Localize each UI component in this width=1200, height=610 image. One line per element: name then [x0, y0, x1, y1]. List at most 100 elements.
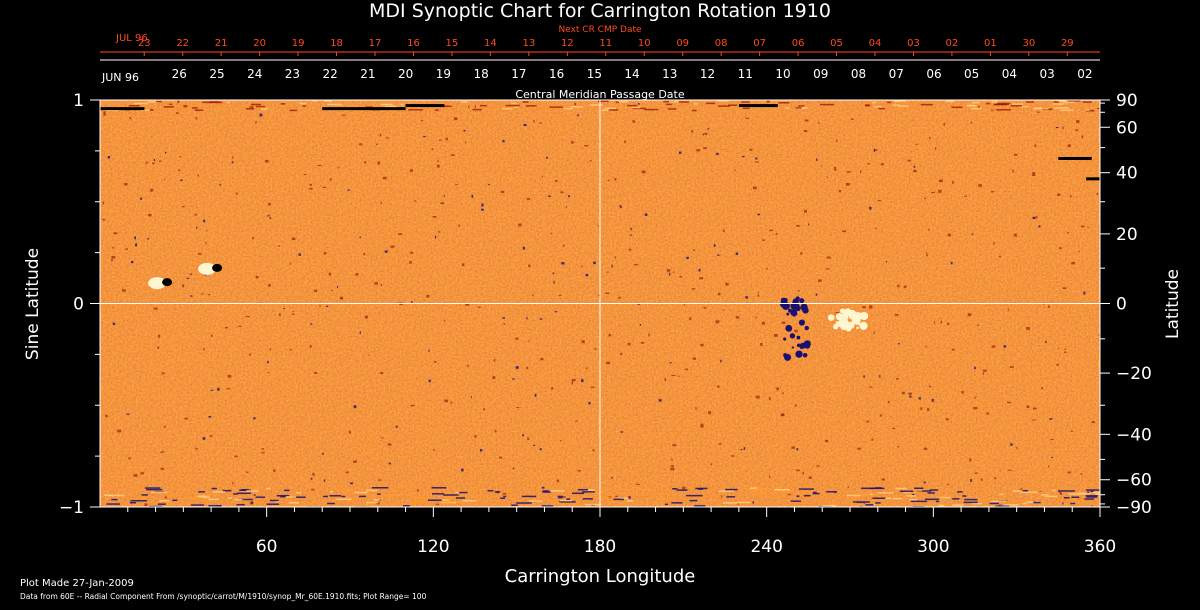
map-speckle — [818, 279, 822, 282]
map-speckle — [618, 123, 622, 126]
map-speckle — [463, 320, 467, 324]
map-speckle — [873, 331, 875, 334]
map-speckle — [445, 459, 448, 463]
map-speckle — [833, 168, 837, 171]
map-speckle — [753, 418, 758, 421]
map-negative-speckle — [331, 289, 333, 291]
map-speckle — [1057, 347, 1059, 350]
map-negative-speckle — [435, 235, 437, 239]
map-negative-speckle — [757, 213, 760, 216]
map-speckle — [800, 333, 803, 337]
map-speckle — [538, 140, 543, 144]
map-speckle — [635, 321, 640, 323]
map-speckle — [632, 122, 636, 124]
map-speckle — [1023, 362, 1027, 366]
map-speckle — [717, 292, 721, 296]
north-polar-streak — [996, 109, 1012, 111]
map-speckle — [370, 497, 372, 500]
map-speckle — [449, 171, 452, 174]
map-speckle — [574, 102, 576, 106]
map-negative-speckle — [388, 462, 391, 465]
map-speckle — [794, 162, 797, 164]
south-polar-streak — [293, 496, 306, 498]
south-polar-streak — [909, 499, 918, 501]
map-speckle — [539, 285, 543, 289]
north-polar-streak — [617, 101, 629, 103]
map-speckle — [461, 263, 465, 267]
map-speckle — [869, 305, 873, 309]
map-speckle — [316, 257, 321, 261]
map-speckle — [145, 161, 148, 164]
map-speckle — [916, 374, 919, 378]
map-speckle — [725, 282, 729, 286]
north-polar-streak — [400, 103, 404, 106]
y-right-tick-label: −40 — [1116, 425, 1152, 445]
map-speckle — [1006, 401, 1011, 404]
map-speckle — [815, 154, 817, 156]
map-speckle — [164, 339, 168, 343]
map-speckle — [405, 228, 409, 232]
y-left-tick-label: −1 — [59, 498, 84, 518]
map-speckle — [1076, 362, 1080, 365]
south-polar-streak — [757, 487, 771, 490]
south-polar-streak — [619, 488, 628, 491]
south-polar-streak — [796, 495, 800, 497]
map-speckle — [1034, 144, 1037, 147]
south-polar-streak — [917, 490, 932, 492]
map-speckle — [376, 415, 379, 417]
map-negative-speckle — [463, 130, 466, 132]
map-speckle — [197, 253, 202, 255]
map-speckle — [1080, 225, 1085, 228]
map-speckle — [169, 358, 173, 361]
map-speckle — [571, 140, 574, 144]
south-polar-streak — [206, 492, 212, 494]
map-speckle — [265, 160, 269, 163]
map-negative-speckle — [147, 237, 149, 240]
south-polar-streak — [801, 502, 811, 505]
map-speckle — [687, 415, 692, 417]
map-speckle — [503, 159, 505, 162]
map-speckle — [731, 449, 734, 453]
next-cr-date-label: 30 — [1022, 38, 1035, 49]
map-speckle — [676, 316, 678, 320]
map-speckle — [453, 117, 458, 121]
map-features — [100, 100, 1100, 507]
map-speckle — [257, 167, 260, 170]
map-speckle — [210, 428, 212, 430]
map-negative-speckle — [740, 448, 743, 451]
map-speckle — [804, 119, 809, 122]
map-speckle — [314, 289, 318, 293]
map-speckle — [528, 255, 532, 257]
south-polar-streak — [1070, 502, 1076, 505]
map-speckle — [383, 409, 388, 411]
map-speckle — [487, 197, 489, 199]
map-speckle — [465, 141, 467, 144]
map-speckle — [934, 147, 937, 150]
south-polar-streak — [144, 487, 161, 489]
map-speckle — [934, 313, 937, 317]
map-speckle — [386, 137, 389, 139]
map-speckle — [314, 118, 319, 120]
south-polar-streak — [1052, 489, 1056, 492]
map-speckle — [991, 107, 994, 111]
north-polar-streak — [798, 105, 805, 107]
map-speckle — [820, 165, 823, 167]
south-polar-streak — [233, 493, 238, 495]
map-speckle — [559, 449, 563, 452]
south-polar-streak — [695, 487, 708, 490]
cmp-date-label: 11 — [738, 67, 753, 81]
map-speckle — [736, 304, 741, 306]
map-speckle — [880, 163, 884, 166]
south-polar-streak — [151, 491, 168, 494]
map-speckle — [417, 489, 419, 492]
map-speckle — [410, 404, 415, 407]
south-polar-streak — [462, 500, 477, 502]
map-speckle — [1032, 419, 1036, 421]
map-speckle — [894, 313, 899, 316]
map-speckle — [826, 256, 831, 259]
map-speckle — [1066, 488, 1069, 491]
map-speckle — [148, 213, 152, 217]
map-speckle — [562, 244, 565, 247]
north-polar-streak — [972, 101, 980, 104]
map-speckle — [517, 477, 521, 479]
